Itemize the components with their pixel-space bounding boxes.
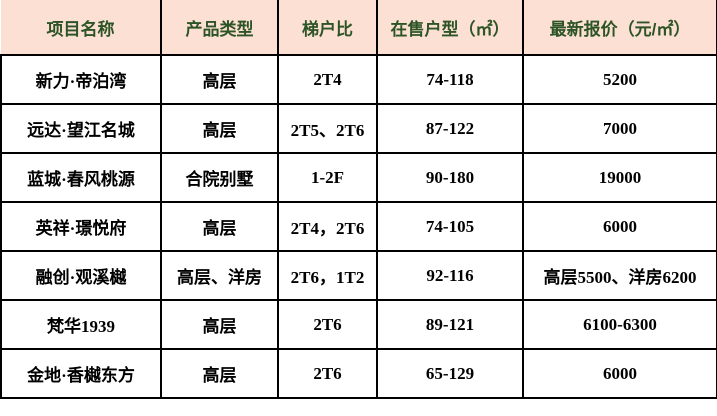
cell-elevator-ratio: 2T6，1T2 [277,250,378,301]
cell-product-type: 高层 [160,103,279,154]
cell-latest-price: 6100-6300 [522,299,717,350]
cell-elevator-ratio: 2T5、2T6 [277,103,378,154]
cell-product-type: 高层 [160,201,279,252]
cell-product-type: 高层、洋房 [160,250,279,301]
cell-unit-sizes: 90-180 [376,152,524,203]
cell-product-type: 高层 [160,54,279,105]
table-header-row: 项目名称 产品类型 梯户比 在售户型（㎡） 最新报价（元/㎡） [1,0,717,56]
cell-product-type: 高层 [160,348,279,399]
cell-project-name: 蓝城·春风桃源 [0,152,162,203]
cell-latest-price: 5200 [522,54,717,105]
cell-latest-price: 7000 [522,103,717,154]
cell-latest-price: 高层5500、洋房6200 [522,250,717,301]
cell-project-name: 金地·香樾东方 [0,348,162,399]
column-header-product-type: 产品类型 [160,0,279,56]
table-row: 新力·帝泊湾 高层 2T4 74-118 5200 [0,54,717,105]
cell-unit-sizes: 65-129 [376,348,524,399]
cell-latest-price: 19000 [522,152,717,203]
cell-product-type: 合院别墅 [160,152,279,203]
table-row: 蓝城·春风桃源 合院别墅 1-2F 90-180 19000 [0,152,717,203]
cell-project-name: 梵华1939 [0,299,162,350]
cell-project-name: 融创·观溪樾 [0,250,162,301]
property-pricing-table: 项目名称 产品类型 梯户比 在售户型（㎡） 最新报价（元/㎡） 新力·帝泊湾 高… [0,0,717,399]
cell-unit-sizes: 89-121 [376,299,524,350]
cell-latest-price: 6000 [522,348,717,399]
cell-unit-sizes: 87-122 [376,103,524,154]
cell-elevator-ratio: 1-2F [277,152,378,203]
table-row: 金地·香樾东方 高层 2T6 65-129 6000 [0,348,717,399]
column-header-unit-sizes: 在售户型（㎡） [376,0,524,56]
cell-product-type: 高层 [160,299,279,350]
cell-project-name: 英祥·璟悦府 [0,201,162,252]
column-header-project-name: 项目名称 [1,0,162,56]
cell-elevator-ratio: 2T6 [277,299,378,350]
cell-project-name: 远达·望江名城 [0,103,162,154]
cell-latest-price: 6000 [522,201,717,252]
cell-elevator-ratio: 2T4，2T6 [277,201,378,252]
column-header-latest-price: 最新报价（元/㎡） [522,0,717,56]
cell-elevator-ratio: 2T4 [277,54,378,105]
cell-unit-sizes: 74-105 [376,201,524,252]
cell-unit-sizes: 74-118 [376,54,524,105]
cell-elevator-ratio: 2T6 [277,348,378,399]
column-header-elevator-ratio: 梯户比 [277,0,378,56]
table-row: 融创·观溪樾 高层、洋房 2T6，1T2 92-116 高层5500、洋房620… [0,250,717,301]
cell-unit-sizes: 92-116 [376,250,524,301]
table-row: 英祥·璟悦府 高层 2T4，2T6 74-105 6000 [0,201,717,252]
table-row: 远达·望江名城 高层 2T5、2T6 87-122 7000 [0,103,717,154]
table-row: 梵华1939 高层 2T6 89-121 6100-6300 [0,299,717,350]
cell-project-name: 新力·帝泊湾 [0,54,162,105]
